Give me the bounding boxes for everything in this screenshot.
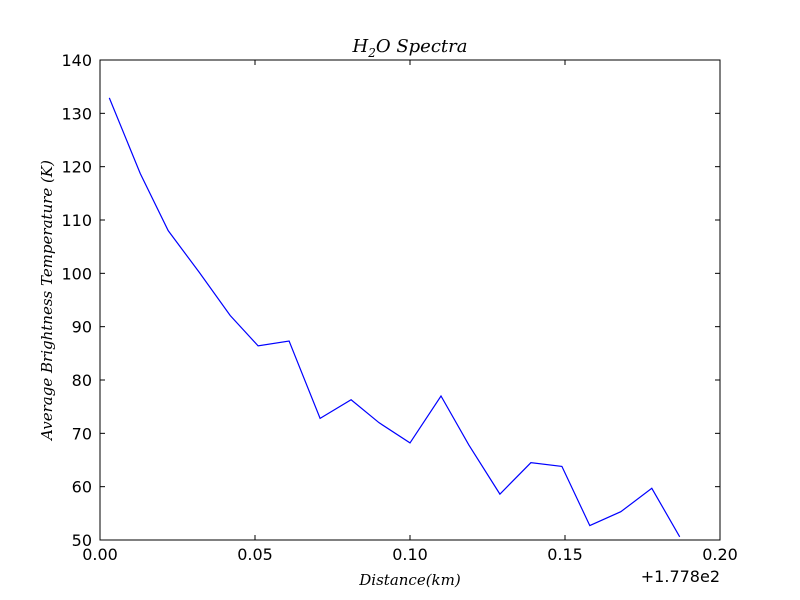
chart-title-rest: O Spectra	[376, 36, 468, 57]
y-tick-label: 70	[72, 424, 92, 443]
y-tick-label: 110	[61, 211, 92, 230]
series-layer	[108, 97, 681, 538]
chart-title: H2O Spectra	[352, 36, 468, 60]
y-axis-ticks: 50 60 70 80 90 100 110 120 130 140	[61, 51, 720, 550]
y-tick-label: 50	[72, 531, 92, 550]
plot-frame	[99, 59, 721, 541]
x-tick-label: 0.00	[82, 545, 118, 564]
y-tick-label: 100	[61, 264, 92, 283]
chart-title-main: H	[352, 36, 369, 57]
chart-title-subscript: 2	[367, 46, 376, 60]
y-tick-label: 60	[72, 478, 92, 497]
y-tick-label: 140	[61, 51, 92, 70]
y-axis-label: Average Brightness Temperature (K)	[38, 160, 56, 442]
x-axis-label: Distance(km)	[358, 571, 461, 589]
x-axis-offset-label: +1.778e2	[641, 567, 720, 586]
x-tick-label: 0.20	[702, 545, 738, 564]
plot-area: 0.00 0.05 0.10 0.15 0.20 50 60 70 80 90 100 110 120…	[61, 51, 737, 564]
y-tick-label: 90	[72, 318, 92, 337]
x-axis-ticks: 0.00 0.05 0.10 0.15 0.20	[82, 60, 738, 564]
x-tick-label: 0.10	[392, 545, 428, 564]
y-tick-label: 80	[72, 371, 92, 390]
x-tick-label: 0.05	[237, 545, 273, 564]
y-tick-label: 130	[61, 104, 92, 123]
series-line-0	[108, 97, 681, 538]
y-tick-label: 120	[61, 158, 92, 177]
x-tick-label: 0.15	[547, 545, 583, 564]
